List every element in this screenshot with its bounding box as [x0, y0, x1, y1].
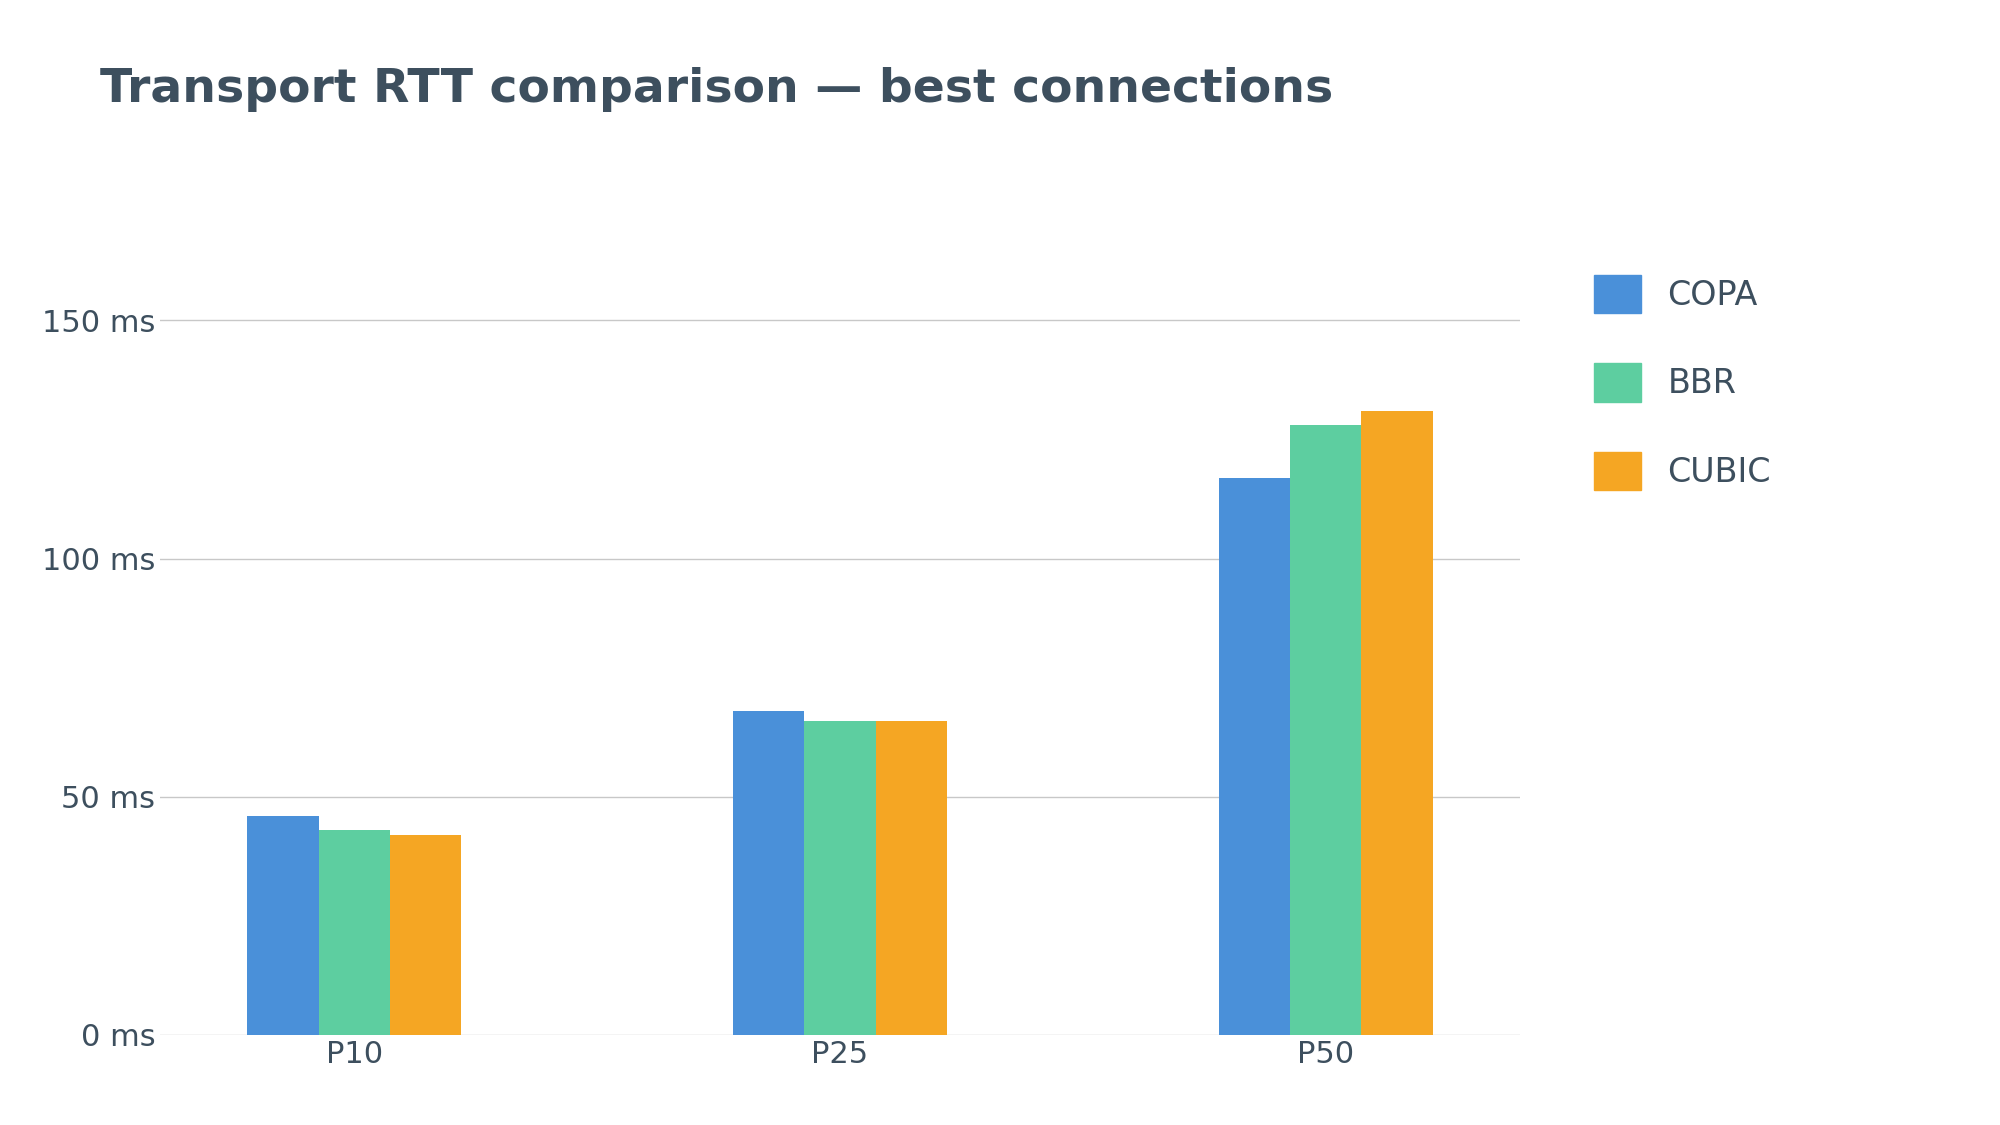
Bar	[734, 711, 804, 1035]
Bar	[804, 720, 876, 1035]
Bar	[1362, 411, 1432, 1035]
Bar	[390, 835, 462, 1035]
Bar	[248, 816, 318, 1035]
Legend: COPA, BBR, CUBIC: COPA, BBR, CUBIC	[1578, 258, 1788, 506]
Text: Transport RTT comparison — best connections: Transport RTT comparison — best connecti…	[100, 68, 1334, 112]
Bar	[876, 720, 946, 1035]
Bar	[1218, 477, 1290, 1035]
Bar	[318, 830, 390, 1035]
Bar	[1290, 425, 1362, 1035]
